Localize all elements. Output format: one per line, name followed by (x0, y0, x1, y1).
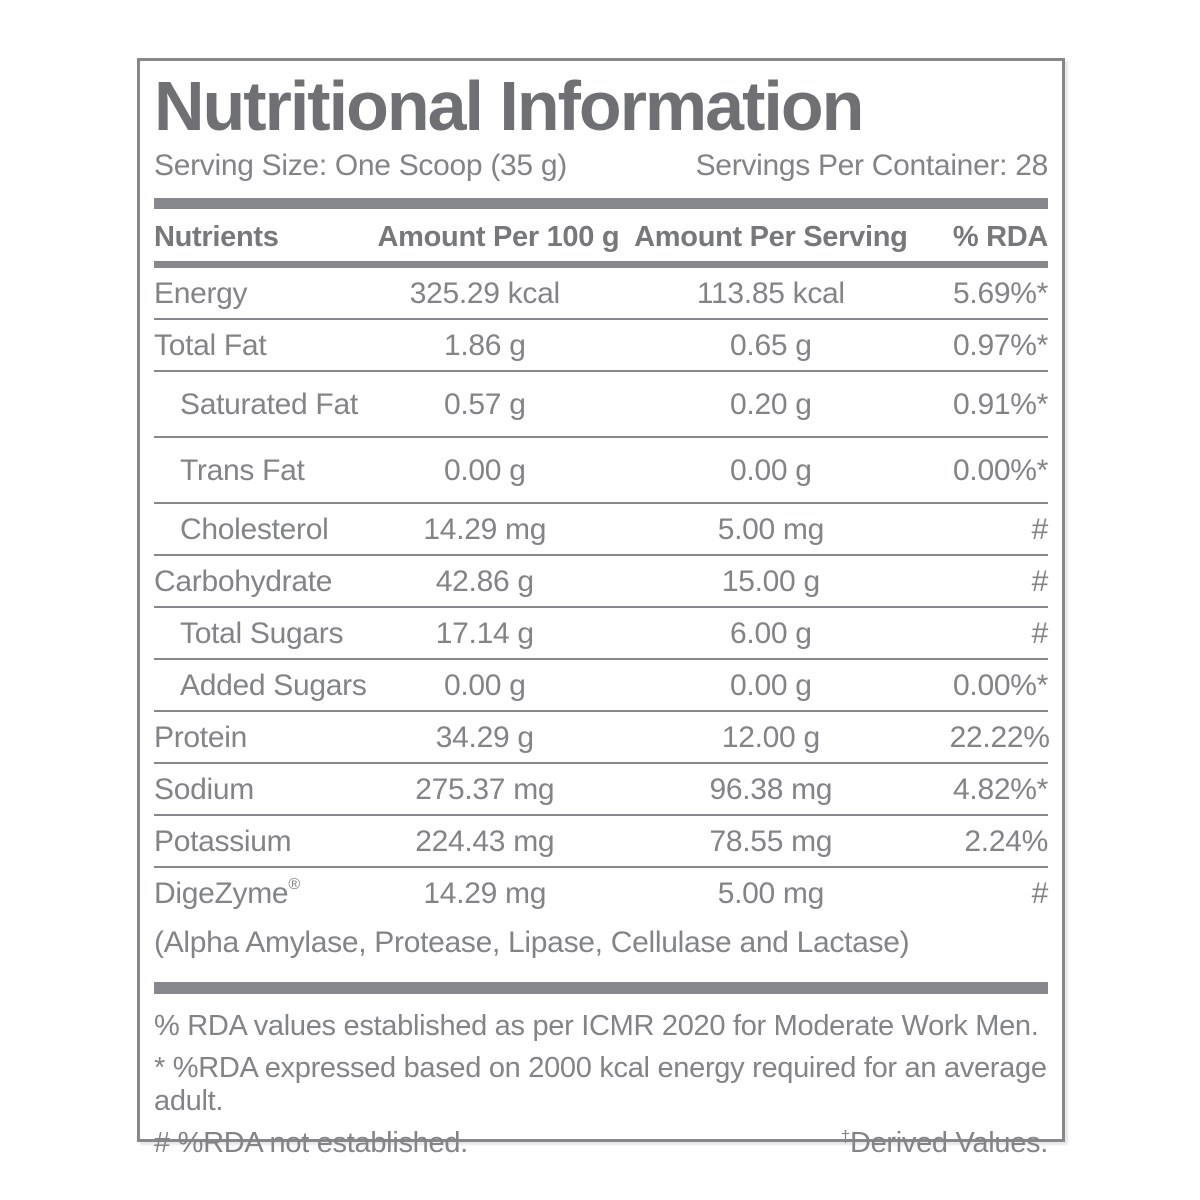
nutrient-cell: Trans Fat (154, 437, 378, 504)
rda-cell: 0.97%* (949, 319, 1048, 372)
per-serving-cell: 6.00 g (592, 607, 950, 660)
digezyme-name: DigeZyme (154, 877, 289, 910)
per-100g-cell: 0.00 g (377, 437, 593, 504)
table-row-trans-fat: Trans Fat 0.00 g 0.00 g 0.00%* (154, 437, 1048, 504)
nutrient-cell: DigeZyme® (154, 867, 378, 918)
per-100g-cell: 0.57 g (377, 371, 593, 438)
per-serving-cell: 12.00 g (592, 711, 950, 764)
nutrient-cell: Saturated Fat (154, 371, 378, 438)
per-serving-cell: 0.65 g (592, 319, 950, 372)
table-row-carbohydrate: Carbohydrate 42.86 g 15.00 g # (154, 555, 1048, 608)
table-row-sodium: Sodium 275.37 mg 96.38 mg 4.82%* (154, 763, 1048, 816)
footnote-rda-basis: % RDA values established as per ICMR 202… (154, 1010, 1039, 1042)
nutrient-cell: Total Fat (154, 319, 378, 372)
header-per-serving: Amount Per Serving (592, 213, 950, 268)
top-divider-bar (154, 198, 1048, 209)
per-serving-cell: 0.00 g (592, 437, 950, 504)
per-100g-cell: 34.29 g (377, 711, 593, 764)
rda-cell: # (949, 607, 1048, 660)
per-serving-cell: 0.20 g (592, 371, 950, 438)
dagger-symbol: † (840, 1127, 850, 1146)
table-row-digezyme: DigeZyme® 14.29 mg 5.00 mg # (154, 867, 1048, 918)
servings-per-container-text: Servings Per Container: 28 (695, 149, 1049, 182)
nutrient-cell: Cholesterol (154, 503, 378, 556)
nutrient-cell: Sodium (154, 763, 378, 816)
rda-cell: 0.00%* (949, 659, 1048, 712)
serving-info-row: Serving Size: One Scoop (35 g) Servings … (154, 149, 1048, 183)
table-row-potassium: Potassium 224.43 mg 78.55 mg 2.24% (154, 815, 1048, 868)
rda-cell: 5.69%* (949, 264, 1048, 320)
rda-cell: 4.82%* (949, 763, 1048, 816)
rda-cell: # (1031, 877, 1049, 910)
nutrition-table: Nutrients Amount Per 100 g Amount Per Se… (154, 213, 1050, 972)
footnote-derived-values: †Derived Values. (840, 1127, 1049, 1160)
table-row-added-sugars: Added Sugars 0.00 g 0.00 g 0.00%* (154, 659, 1048, 712)
rda-cell: # (949, 555, 1048, 608)
table-row-protein: Protein 34.29 g 12.00 g 22.22% (154, 711, 1050, 764)
per-100g-cell: 0.00 g (377, 659, 593, 712)
table-row-cholesterol: Cholesterol 14.29 mg 5.00 mg # (154, 503, 1048, 556)
footnote-hash: # %RDA not established. (154, 1127, 468, 1159)
derived-values-text: Derived Values. (849, 1127, 1048, 1159)
per-serving-cell: 15.00 g (592, 555, 950, 608)
enzymes-note: (Alpha Amylase, Protease, Lipase, Cellul… (154, 926, 910, 959)
rda-cell: 2.24% (949, 815, 1048, 868)
per-100g-cell: 14.29 mg (377, 503, 593, 556)
nutrient-cell: Energy (154, 264, 378, 320)
rda-cell: 22.22% (949, 711, 1050, 764)
table-row-energy: Energy 325.29 kcal 113.85 kcal 5.69%* (154, 264, 1048, 320)
per-100g-cell: 1.86 g (377, 319, 593, 372)
per-100g-cell: 17.14 g (377, 607, 593, 660)
per-serving-cell: 0.00 g (592, 659, 950, 712)
header-nutrients: Nutrients (154, 213, 378, 268)
rda-cell: # (949, 503, 1048, 556)
rda-cell: 0.91%* (949, 371, 1048, 438)
nutrient-cell: Added Sugars (154, 659, 378, 712)
bottom-divider-bar (154, 982, 1048, 994)
header-per-100g: Amount Per 100 g (377, 213, 620, 268)
nutrition-label-panel: Nutritional Information Serving Size: On… (137, 58, 1065, 1159)
nutrient-cell: Protein (154, 711, 378, 764)
table-row-total-sugars: Total Sugars 17.14 g 6.00 g # (154, 607, 1048, 660)
per-serving-cell: 5.00 mg (592, 503, 950, 556)
per-100g-cell: 14.29 mg (423, 877, 547, 910)
enzymes-note-row: (Alpha Amylase, Protease, Lipase, Cellul… (154, 918, 1048, 972)
footnote-asterisk: * %RDA expressed based on 2000 kcal ener… (154, 1052, 1047, 1117)
per-100g-cell: 224.43 mg (377, 815, 593, 868)
per-100g-cell: 325.29 kcal (377, 264, 593, 320)
label-title: Nutritional Information (154, 67, 864, 145)
nutrient-cell: Total Sugars (154, 607, 378, 660)
rda-cell: 0.00%* (949, 437, 1048, 504)
nutrient-cell: Carbohydrate (154, 555, 378, 608)
table-row-total-fat: Total Fat 1.86 g 0.65 g 0.97%* (154, 319, 1048, 372)
per-serving-cell: 113.85 kcal (592, 264, 950, 320)
nutrient-cell: Potassium (154, 815, 378, 868)
footnotes-section: % RDA values established as per ICMR 202… (154, 1010, 1048, 1160)
per-100g-cell: 275.37 mg (377, 763, 593, 816)
table-row-saturated-fat: Saturated Fat 0.57 g 0.20 g 0.91%* (154, 371, 1048, 438)
per-serving-cell: 78.55 mg (592, 815, 950, 868)
per-serving-cell: 5.00 mg (717, 877, 825, 910)
per-serving-cell: 96.38 mg (592, 763, 950, 816)
header-rda: % RDA (949, 213, 1048, 268)
table-header-row: Nutrients Amount Per 100 g Amount Per Se… (154, 213, 1048, 268)
serving-size-text: Serving Size: One Scoop (35 g) (154, 149, 567, 182)
per-100g-cell: 42.86 g (377, 555, 593, 608)
registered-trademark-symbol: ® (288, 876, 300, 893)
footnote-bottom-row: # %RDA not established. †Derived Values. (154, 1127, 1048, 1160)
